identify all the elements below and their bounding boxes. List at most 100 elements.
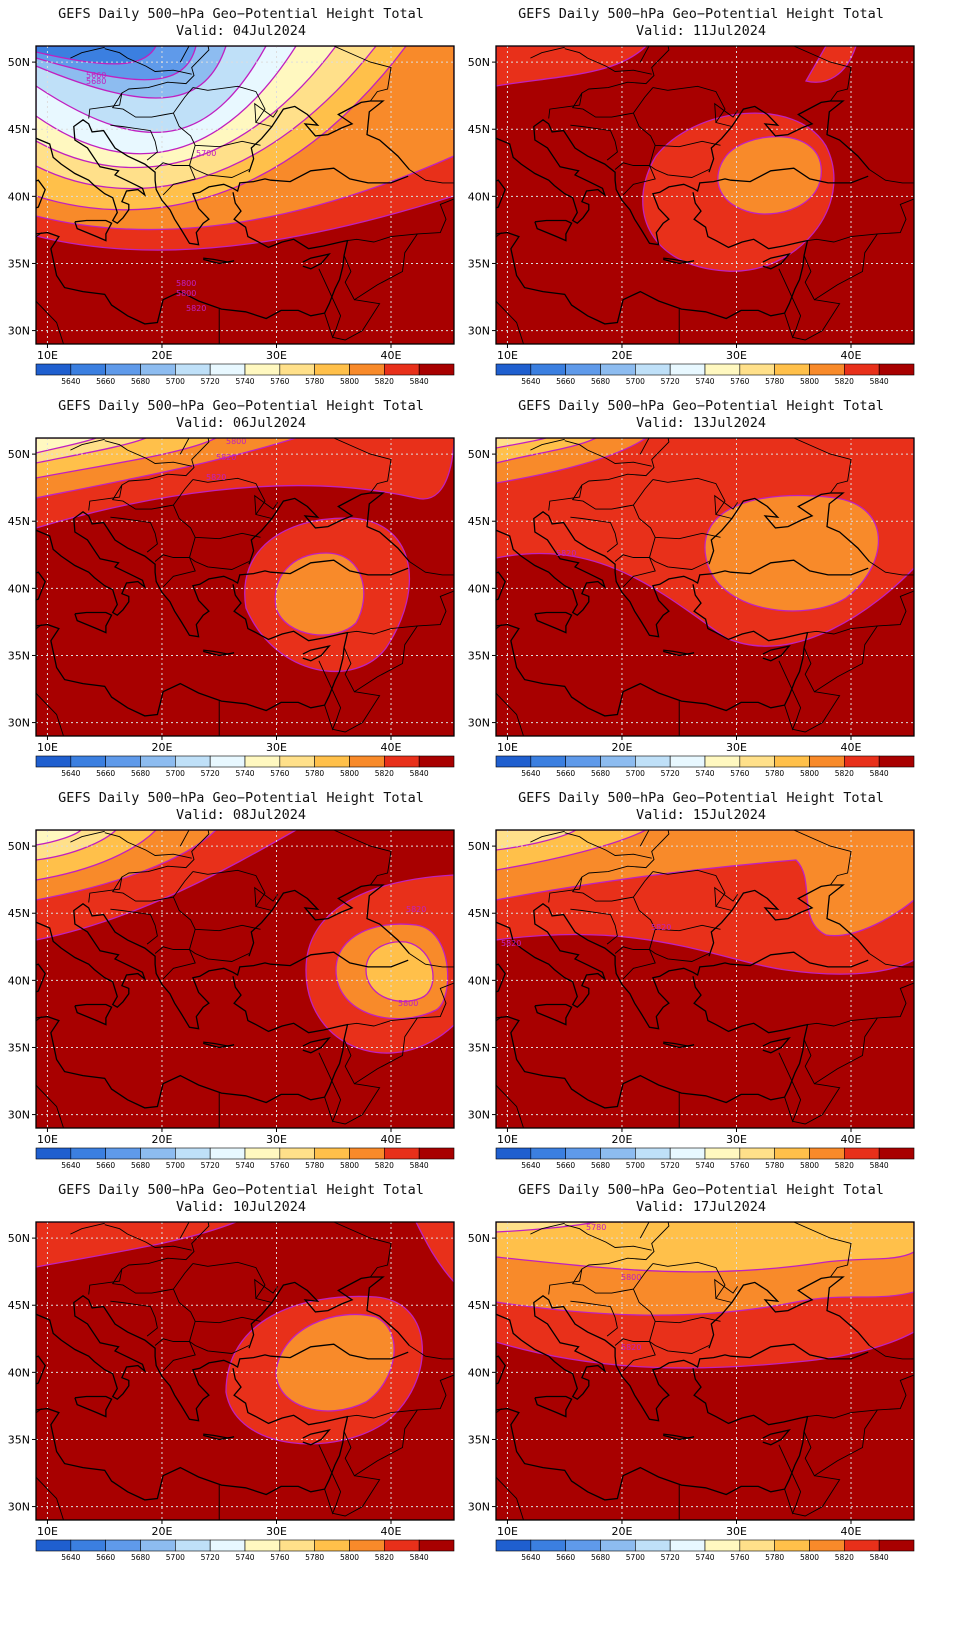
colorbar-swatch xyxy=(314,1539,350,1552)
lon-tick-label: 10E xyxy=(497,349,518,362)
country-border xyxy=(714,886,738,907)
height-contour-band xyxy=(704,494,880,612)
colorbar-label: 5640 xyxy=(61,377,80,386)
country-border xyxy=(803,1409,878,1477)
colorbar-swatch xyxy=(600,755,636,768)
country-border xyxy=(104,440,192,467)
colorbar-swatch xyxy=(635,1147,671,1160)
colorbar-swatch xyxy=(669,1539,706,1552)
coastline xyxy=(36,1294,409,1422)
contour-label: 5820 xyxy=(501,939,521,948)
colorbar-swatch xyxy=(349,363,385,376)
country-border xyxy=(570,908,618,945)
colorbar-swatch xyxy=(279,755,315,768)
lat-tick-label: 35N xyxy=(8,257,30,270)
country-border xyxy=(36,624,64,736)
country-border xyxy=(172,504,261,540)
colorbar-label: 5700 xyxy=(166,1553,185,1562)
country-border xyxy=(793,438,852,494)
coastline xyxy=(496,179,506,209)
colorbar-label: 5820 xyxy=(835,769,854,778)
country-border xyxy=(88,830,210,903)
country-border xyxy=(208,818,297,829)
colorbar-swatch xyxy=(175,363,211,376)
lat-tick-label: 45N xyxy=(468,1299,490,1312)
contour-label: 5820 xyxy=(651,923,671,932)
coastline xyxy=(36,584,349,717)
lon-tick-label: 40E xyxy=(841,349,862,362)
coastline xyxy=(496,1368,809,1501)
country-border xyxy=(104,832,192,859)
colorbar-label: 5760 xyxy=(270,1553,289,1562)
colorbar-swatch xyxy=(600,363,636,376)
contour-label: 5820 xyxy=(186,304,206,313)
country-border xyxy=(570,124,618,161)
country-border xyxy=(496,624,524,736)
coastline xyxy=(708,884,870,957)
colorbar-label: 5740 xyxy=(695,1161,714,1170)
country-border xyxy=(343,625,418,693)
country-border xyxy=(333,46,392,102)
coastline xyxy=(496,963,506,993)
colorbar-label: 5820 xyxy=(835,377,854,386)
colorbar-swatch xyxy=(140,1539,176,1552)
lon-tick-label: 30E xyxy=(266,1525,287,1538)
lat-tick-label: 45N xyxy=(8,123,30,136)
lat-tick-label: 50N xyxy=(8,840,30,853)
country-border xyxy=(548,438,670,511)
colorbar-swatch xyxy=(774,755,810,768)
colorbar-label: 5720 xyxy=(661,377,680,386)
colorbar-swatch xyxy=(878,1147,915,1160)
country-border xyxy=(36,1408,64,1520)
colorbar-label: 5800 xyxy=(340,1553,359,1562)
colorbar-swatch xyxy=(844,363,880,376)
colorbar-label: 5760 xyxy=(730,769,749,778)
lon-tick-label: 30E xyxy=(726,1133,747,1146)
coastline xyxy=(496,902,869,1030)
colorbar-label: 5820 xyxy=(835,1161,854,1170)
coastline xyxy=(762,645,791,662)
map-panel: GEFS Daily 500−hPa Geo−Potential Height … xyxy=(0,1176,482,1586)
colorbar-swatch xyxy=(704,1147,741,1160)
colorbar-label: 5720 xyxy=(661,769,680,778)
colorbar-label: 5640 xyxy=(61,1161,80,1170)
country-border xyxy=(70,1222,105,1235)
lat-tick-label: 40N xyxy=(468,190,490,203)
colorbar-label: 5800 xyxy=(800,1553,819,1562)
country-border xyxy=(614,162,656,196)
country-border xyxy=(154,946,196,980)
lat-tick-label: 35N xyxy=(8,649,30,662)
colorbar-label: 5760 xyxy=(730,1553,749,1562)
colorbar-swatch xyxy=(565,363,601,376)
colorbar-label: 5740 xyxy=(695,769,714,778)
colorbar-swatch xyxy=(209,363,246,376)
country-border xyxy=(869,561,914,576)
coastline xyxy=(248,100,410,173)
lon-tick-label: 40E xyxy=(381,349,402,362)
lon-tick-label: 10E xyxy=(497,1133,518,1146)
country-border xyxy=(36,1016,64,1128)
lon-tick-label: 20E xyxy=(611,349,632,362)
colorbar-swatch xyxy=(739,755,775,768)
coastline xyxy=(302,253,331,270)
country-border xyxy=(111,1263,194,1294)
colorbar-label: 5740 xyxy=(235,1161,254,1170)
coastline xyxy=(496,118,869,246)
country-border xyxy=(869,169,914,184)
lon-tick-label: 30E xyxy=(266,741,287,754)
country-border xyxy=(70,46,105,59)
height-contour-band xyxy=(36,1222,237,1268)
country-border xyxy=(548,46,670,119)
country-border xyxy=(409,561,454,576)
colorbar-label: 5780 xyxy=(765,1553,784,1562)
country-border xyxy=(111,871,194,902)
country-border xyxy=(632,112,721,148)
country-border xyxy=(652,869,733,911)
country-border xyxy=(632,896,721,932)
height-contour-band xyxy=(274,552,365,636)
lat-tick-label: 30N xyxy=(8,1109,30,1122)
lon-tick-label: 30E xyxy=(726,741,747,754)
country-border xyxy=(614,946,656,980)
map-frame xyxy=(495,437,915,737)
lat-tick-label: 40N xyxy=(8,582,30,595)
